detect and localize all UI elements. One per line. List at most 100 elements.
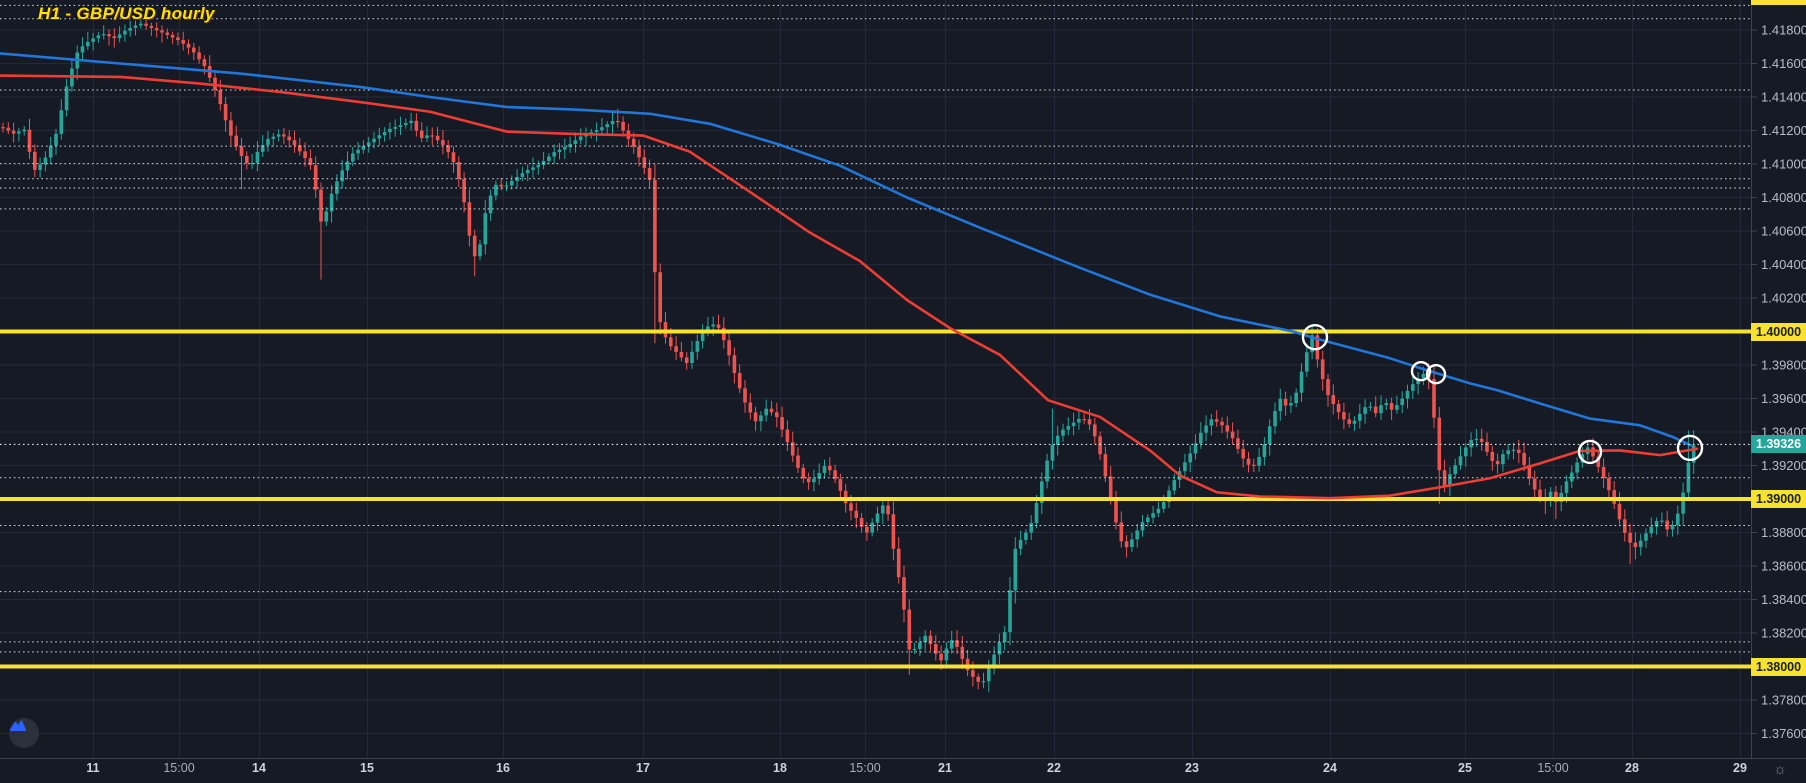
candle-down <box>192 47 196 53</box>
candle-down <box>1336 404 1341 413</box>
candle-down <box>854 510 859 518</box>
time-tick-label: 25 <box>1458 761 1472 775</box>
candle-down <box>642 157 647 169</box>
candle-up <box>1564 481 1569 493</box>
candle-down <box>684 357 689 364</box>
candle-down <box>934 644 938 654</box>
candle-down <box>1628 532 1632 543</box>
candle-down <box>1389 403 1394 410</box>
candle-up <box>1352 420 1357 424</box>
annotation-circle[interactable] <box>1425 364 1447 385</box>
candle-down <box>896 548 901 578</box>
candle-down <box>928 635 933 645</box>
candle-down <box>769 408 774 413</box>
annotation-circle[interactable] <box>1301 323 1329 351</box>
candle-down <box>1320 359 1325 380</box>
candle-down <box>801 467 806 479</box>
candle-up <box>1008 590 1012 633</box>
candle-up <box>1501 454 1505 465</box>
time-tick-label: 16 <box>496 761 510 775</box>
candle-down <box>1119 522 1124 542</box>
price-tick-label: 1.38600 <box>1761 559 1806 574</box>
candle-down <box>1331 395 1336 405</box>
candle-up <box>1575 462 1579 473</box>
candle-up <box>1278 398 1283 412</box>
candle-up <box>881 505 885 514</box>
level-badge-1-38000: 1.38000 <box>1751 657 1806 676</box>
candle-up <box>568 144 572 148</box>
candle-down <box>160 30 164 33</box>
candle-down <box>891 514 896 549</box>
time-tick-label: 14 <box>252 761 266 775</box>
candle-up <box>1649 526 1654 534</box>
annotation-circle[interactable] <box>1676 434 1704 462</box>
candle-down <box>1326 379 1330 396</box>
slow-ma-blue[interactable] <box>0 52 1693 447</box>
candle-down <box>1087 419 1092 425</box>
time-tick-label: 15 <box>360 761 374 775</box>
candle-up <box>1071 422 1076 427</box>
candle-up <box>1013 548 1018 591</box>
candle-up <box>1257 456 1261 466</box>
candle-down <box>886 505 890 515</box>
annotation-circle[interactable] <box>1410 360 1432 382</box>
candle-down <box>621 121 625 131</box>
sun-icon[interactable]: ☼ <box>1773 761 1787 778</box>
candle-up <box>992 654 996 668</box>
candle-down <box>107 34 111 37</box>
fast-ma-red[interactable] <box>0 74 1699 500</box>
candle-up <box>351 153 355 162</box>
candle-up <box>557 149 562 153</box>
time-tick-label: 28 <box>1625 761 1639 775</box>
annotation-circle[interactable] <box>1577 439 1603 465</box>
price-tick-label: 1.37600 <box>1761 726 1806 741</box>
candle-up <box>1172 480 1177 491</box>
candle-down <box>441 140 445 146</box>
price-axis[interactable]: 1.41800 1.41600 1.41400 1.41200 1.41000 1.408… <box>1751 23 1806 742</box>
candle-up <box>128 27 132 31</box>
candle-down <box>292 140 297 146</box>
candle-down <box>1527 464 1532 479</box>
candle-down <box>1633 542 1638 548</box>
candle-up <box>59 110 64 134</box>
candle-down <box>467 202 472 236</box>
candle-up <box>1183 462 1187 472</box>
candle-up <box>1002 632 1007 643</box>
candle-down <box>446 145 450 153</box>
candle-down <box>907 609 912 650</box>
candle-up <box>1474 438 1479 440</box>
candle-up <box>117 34 122 39</box>
candle-down <box>1437 417 1442 471</box>
candle-down <box>1252 464 1256 466</box>
candle-down <box>1220 421 1224 426</box>
candle-up <box>1691 445 1696 463</box>
candle-up <box>510 180 514 186</box>
tradingview-logo[interactable] <box>9 718 39 748</box>
candle-up <box>398 125 403 127</box>
candle-up <box>1506 450 1510 455</box>
candle-up <box>541 160 546 165</box>
candle-down <box>435 135 440 141</box>
candle-up <box>1400 398 1404 406</box>
candle-up <box>1358 413 1362 421</box>
candle-up <box>1161 501 1166 509</box>
candle-down <box>419 130 424 139</box>
price-tick-label: 1.38400 <box>1761 592 1806 607</box>
candle-down <box>737 373 742 389</box>
candle-up <box>478 244 482 257</box>
candle-down <box>955 640 959 647</box>
candle-up <box>361 145 366 150</box>
price-tick-label: 1.39600 <box>1761 391 1806 406</box>
candle-down <box>27 129 32 152</box>
time-axis[interactable]: 11 15:00 14 15 16 17 18 15:00 21 22 23 24 25 15:00 28 2… <box>86 761 1747 775</box>
candle-up <box>536 164 541 168</box>
candle-down <box>732 355 737 374</box>
candle-up <box>1018 539 1023 549</box>
candle-down <box>457 162 461 179</box>
candle-down <box>1241 448 1245 459</box>
candle-down <box>1495 460 1500 465</box>
candle-up <box>1045 460 1049 482</box>
candle-up <box>266 138 270 146</box>
candle-up <box>997 642 1002 655</box>
